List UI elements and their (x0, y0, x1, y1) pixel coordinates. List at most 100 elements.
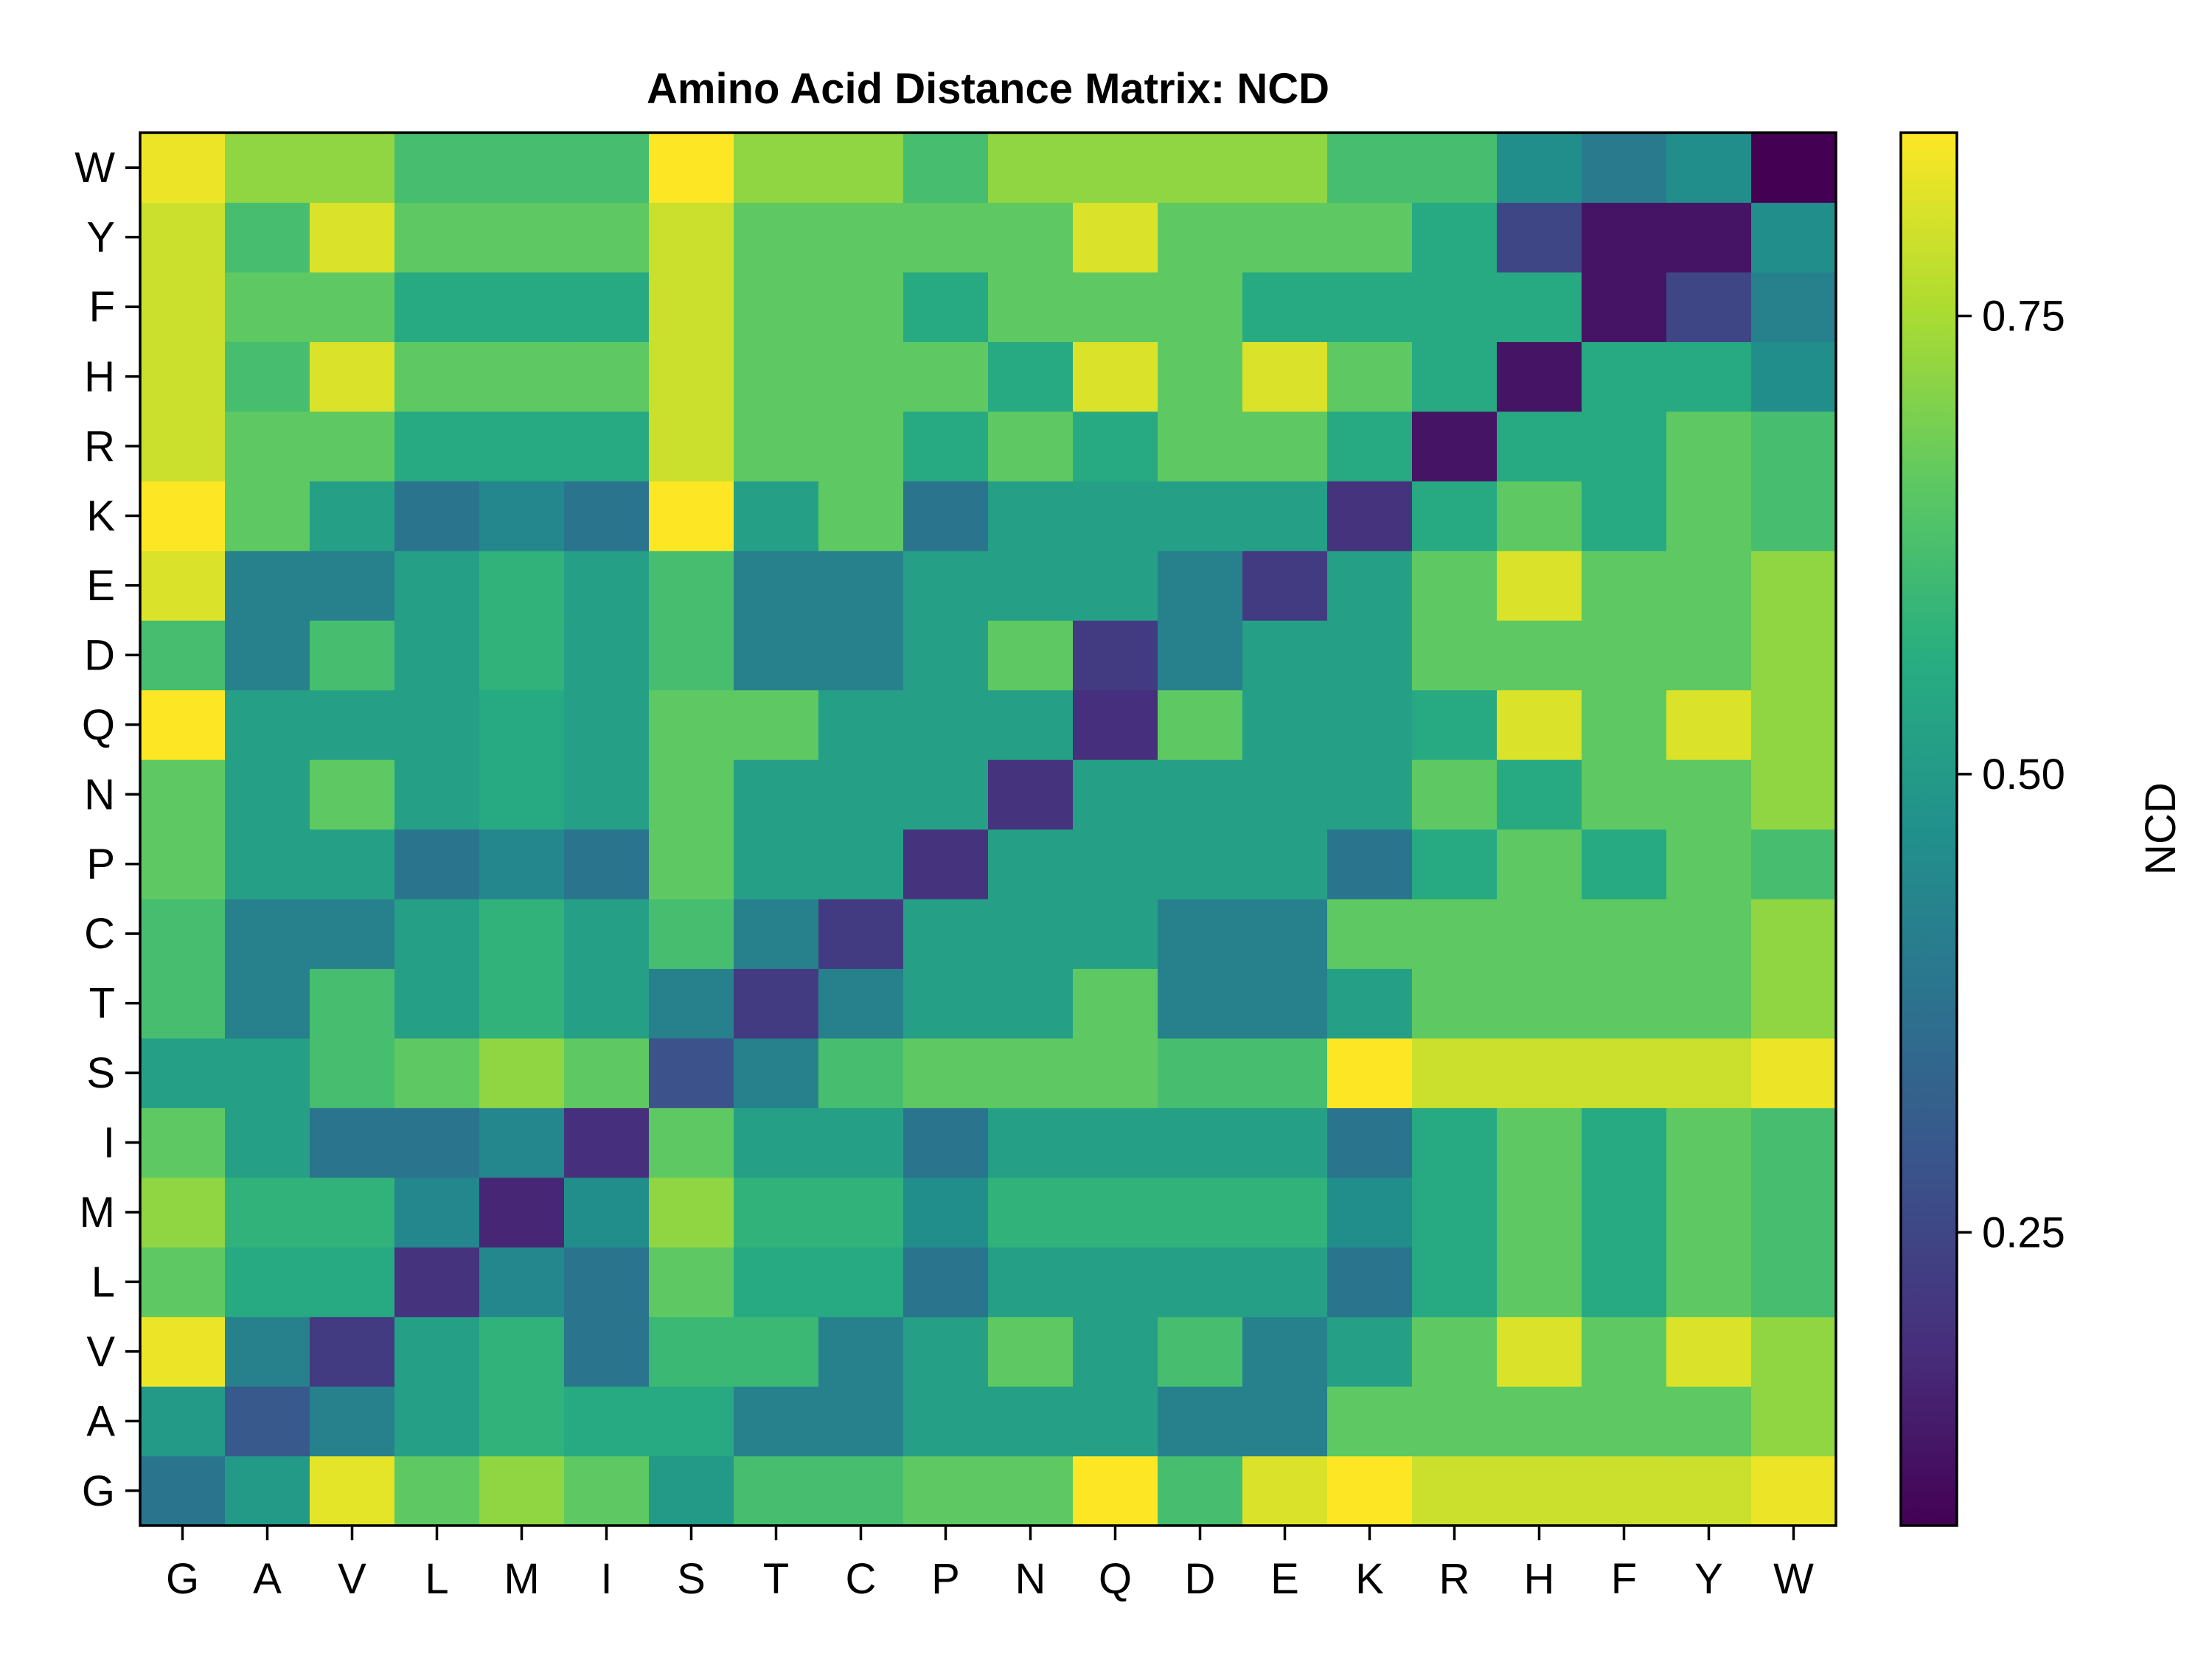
heatmap-cell-T-Y (1666, 968, 1752, 1039)
heatmap-cell-P-G (140, 829, 226, 900)
heatmap-cell-I-Y (1666, 1107, 1752, 1178)
heatmap-cell-D-N (988, 620, 1074, 691)
heatmap-cell-W-E (1242, 133, 1328, 204)
heatmap-cell-E-G (140, 550, 226, 621)
heatmap-cell-S-Q (1073, 1037, 1158, 1108)
heatmap-cell-G-F (1582, 1455, 1667, 1526)
heatmap-cell-V-V (310, 1316, 395, 1387)
heatmap-cell-Y-S (649, 202, 734, 273)
heatmap-cell-S-A (225, 1037, 310, 1108)
heatmap-cell-S-E (1242, 1037, 1328, 1108)
heatmap-cell-W-T (734, 133, 819, 204)
heatmap-cell-Y-G (140, 202, 226, 273)
heatmap-cell-L-G (140, 1247, 226, 1318)
heatmap-cell-D-C (818, 620, 904, 691)
heatmap-cell-N-D (1158, 759, 1243, 830)
heatmap-cell-V-Q (1073, 1316, 1158, 1387)
heatmap-cell-R-F (1582, 411, 1667, 481)
heatmap-cell-A-Y (1666, 1386, 1752, 1457)
heatmap-cell-F-I (564, 271, 650, 342)
heatmap-cell-Y-T (734, 202, 819, 273)
heatmap-cell-C-M (479, 898, 565, 969)
heatmap-cell-E-Q (1073, 550, 1158, 621)
heatmap-cell-E-N (988, 550, 1074, 621)
heatmap-cell-I-L (394, 1107, 480, 1178)
heatmap-cell-E-R (1412, 550, 1498, 621)
heatmap-cell-T-P (903, 968, 989, 1039)
heatmap-cell-L-I (564, 1247, 650, 1318)
y-tick-label: P (86, 841, 115, 888)
heatmap-cell-Q-F (1582, 689, 1667, 760)
heatmap-cell-S-L (394, 1037, 480, 1108)
heatmap-cell-G-H (1497, 1455, 1582, 1526)
heatmap-cell-D-R (1412, 620, 1498, 691)
heatmap-cell-N-S (649, 759, 734, 830)
heatmap-cell-V-G (140, 1316, 226, 1387)
x-tick-label: S (677, 1555, 706, 1603)
heatmap-cell-L-Y (1666, 1247, 1752, 1318)
heatmap-cell-C-N (988, 898, 1074, 969)
heatmap-cell-K-R (1412, 481, 1498, 552)
heatmap-cell-Q-P (903, 689, 989, 760)
heatmap-cell-D-I (564, 620, 650, 691)
heatmap-cell-D-T (734, 620, 819, 691)
heatmap-cell-S-F (1582, 1037, 1667, 1108)
heatmap-cell-F-G (140, 271, 226, 342)
heatmap-cell-E-L (394, 550, 480, 621)
heatmap-cell-A-L (394, 1386, 480, 1457)
heatmap-cell-C-Y (1666, 898, 1752, 969)
heatmap-cells (140, 133, 1837, 1526)
heatmap-cell-P-M (479, 829, 565, 900)
heatmap-cell-C-L (394, 898, 480, 969)
heatmap-cell-R-W (1751, 411, 1837, 481)
heatmap-cell-G-R (1412, 1455, 1498, 1526)
heatmap-cell-N-Y (1666, 759, 1752, 830)
heatmap-cell-T-E (1242, 968, 1328, 1039)
heatmap-cell-N-G (140, 759, 226, 830)
heatmap-cell-W-H (1497, 133, 1582, 204)
heatmap-cell-A-T (734, 1386, 819, 1457)
heatmap-cell-I-V (310, 1107, 395, 1178)
heatmap-cell-Y-C (818, 202, 904, 273)
heatmap-cell-D-P (903, 620, 989, 691)
heatmap-cell-N-F (1582, 759, 1667, 830)
heatmap-cell-W-V (310, 133, 395, 204)
heatmap-cell-G-L (394, 1455, 480, 1526)
heatmap-cell-I-F (1582, 1107, 1667, 1178)
heatmap-cell-T-D (1158, 968, 1243, 1039)
heatmap-cell-N-V (310, 759, 395, 830)
heatmap-cell-M-G (140, 1177, 226, 1248)
heatmap-cell-A-P (903, 1386, 989, 1457)
heatmap-cell-R-V (310, 411, 395, 481)
heatmap-cell-H-G (140, 341, 226, 412)
heatmap-cell-W-I (564, 133, 650, 204)
heatmap-cell-A-E (1242, 1386, 1328, 1457)
heatmap-cell-C-H (1497, 898, 1582, 969)
heatmap-cell-L-P (903, 1247, 989, 1318)
y-tick-label: V (86, 1328, 115, 1376)
heatmap-cell-R-G (140, 411, 226, 481)
heatmap-cell-D-Q (1073, 620, 1158, 691)
heatmap-cell-D-S (649, 620, 734, 691)
colorbar-tick-label: 0.25 (1982, 1208, 2065, 1256)
heatmap-cell-A-H (1497, 1386, 1582, 1457)
heatmap-cell-M-R (1412, 1177, 1498, 1248)
heatmap-cell-Q-G (140, 689, 226, 760)
heatmap-cell-K-S (649, 481, 734, 552)
x-tick-label: V (338, 1555, 366, 1603)
heatmap-cell-C-R (1412, 898, 1498, 969)
heatmap-cell-V-R (1412, 1316, 1498, 1387)
x-tick-label: H (1524, 1555, 1555, 1603)
heatmap-cell-H-V (310, 341, 395, 412)
heatmap-cell-H-Y (1666, 341, 1752, 412)
heatmap-cell-K-Q (1073, 481, 1158, 552)
heatmap-cell-H-A (225, 341, 310, 412)
heatmap-cell-R-C (818, 411, 904, 481)
heatmap-cell-E-F (1582, 550, 1667, 621)
heatmap-cell-P-C (818, 829, 904, 900)
heatmap-cell-C-D (1158, 898, 1243, 969)
heatmap-cell-V-A (225, 1316, 310, 1387)
colorbar-label: NCD (2137, 782, 2185, 875)
heatmap-cell-G-M (479, 1455, 565, 1526)
